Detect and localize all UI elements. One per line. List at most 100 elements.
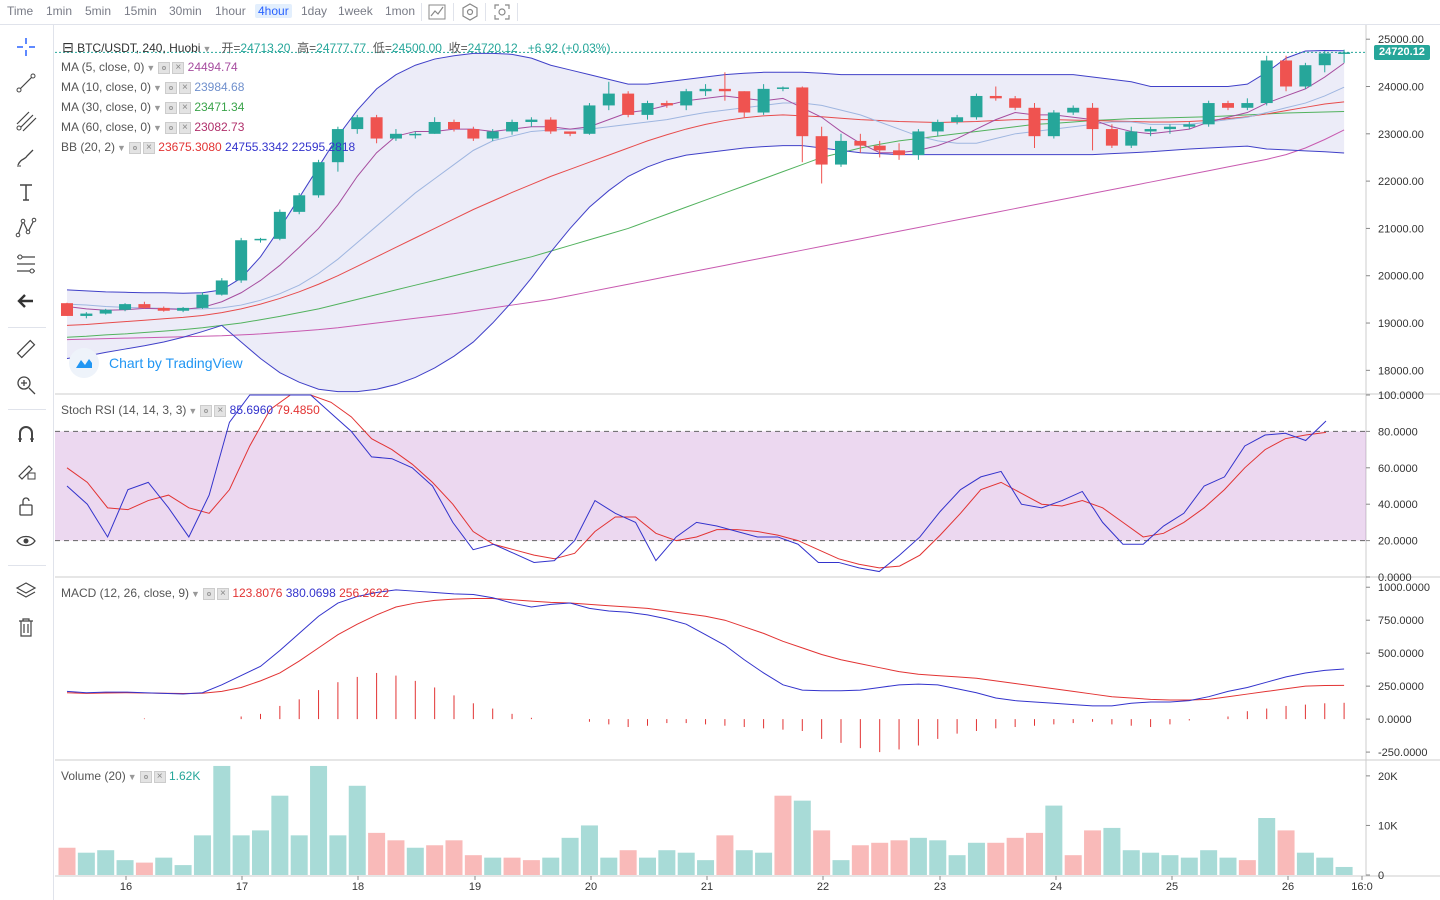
volume-bar	[135, 862, 153, 875]
volume-bar	[445, 840, 463, 875]
pattern-icon[interactable]	[12, 214, 40, 242]
chevron-down-icon[interactable]: ▼	[146, 63, 156, 73]
tf-1day[interactable]: 1day	[301, 4, 328, 18]
axis-tick-label: 60.0000	[1378, 463, 1418, 475]
axis-tick-label: 10K	[1378, 820, 1398, 832]
macd-line-value: 380.0698	[285, 586, 336, 600]
collapse-legend-icon[interactable]: ⊟	[62, 39, 74, 55]
chevron-down-icon[interactable]: ▼	[153, 103, 162, 113]
volume-bar	[58, 847, 76, 875]
text-tool-icon[interactable]	[12, 178, 40, 206]
tf-15min[interactable]: 15min	[124, 4, 157, 18]
close-icon[interactable]: ×	[178, 101, 191, 114]
eye-icon[interactable]	[12, 527, 40, 555]
candle-body	[351, 117, 364, 130]
macd-legend: MACD (12, 26, close, 9) ▼ × 123.8076 380.0…	[61, 586, 389, 601]
brush-icon[interactable]	[12, 143, 40, 171]
ma60-label[interactable]: MA (60, close, 0)	[61, 120, 152, 134]
screenshot-icon[interactable]	[493, 3, 511, 21]
indicators-icon[interactable]	[461, 3, 479, 21]
volume-label[interactable]: Volume (20)	[61, 769, 126, 783]
tf-1mon[interactable]: 1mon	[385, 4, 416, 18]
trend-line-icon[interactable]	[12, 69, 40, 97]
pitchfork-icon[interactable]	[12, 107, 40, 135]
settings-icon[interactable]	[139, 770, 152, 783]
chevron-down-icon[interactable]: ▼	[153, 123, 162, 133]
back-arrow-icon[interactable]	[12, 287, 40, 315]
settings-icon[interactable]	[164, 121, 177, 134]
ruler-icon[interactable]	[12, 335, 40, 363]
volume-bar	[639, 857, 656, 875]
tf-time[interactable]: Time	[7, 4, 34, 18]
ma30-label[interactable]: MA (30, close, 0)	[61, 100, 152, 114]
x-axis-tick-label: 26	[1282, 881, 1294, 893]
close-label: 收=	[448, 41, 468, 55]
candle-body	[1163, 126, 1176, 130]
bb-band-fill	[67, 50, 1345, 392]
top-toolbar: Time 1min 5min 15min 30min 1hour 4hour 1…	[0, 0, 1440, 25]
candle-body	[699, 88, 712, 92]
settings-icon[interactable]	[128, 141, 141, 154]
chevron-down-icon[interactable]: ▼	[191, 589, 200, 599]
tf-4hour[interactable]: 4hour	[255, 4, 292, 18]
close-icon[interactable]: ×	[178, 121, 191, 134]
settings-icon[interactable]	[164, 81, 177, 94]
close-icon[interactable]: ×	[214, 404, 227, 417]
layers-icon[interactable]	[12, 577, 40, 605]
crosshair-icon[interactable]	[12, 33, 40, 61]
x-axis-tick-label: 25	[1166, 881, 1178, 893]
close-icon[interactable]: ×	[153, 770, 166, 783]
lock-drawing-icon[interactable]	[12, 455, 40, 483]
close-icon[interactable]: ×	[172, 61, 185, 74]
candle-body	[583, 105, 596, 134]
macd-signal-value: 256.2622	[339, 586, 390, 600]
chevron-down-icon[interactable]: ▼	[188, 406, 198, 416]
open-value: 24713.20	[240, 41, 291, 55]
trash-icon[interactable]	[12, 613, 40, 641]
zoom-in-icon[interactable]	[12, 371, 40, 399]
ma5-legend: MA (5, close, 0) ▼ × 24494.74	[61, 60, 238, 75]
macd-hist-value: 123.8076	[232, 586, 283, 600]
candle-body	[1105, 129, 1118, 146]
close-icon[interactable]: ×	[142, 141, 155, 154]
tf-1min[interactable]: 1min	[46, 4, 73, 18]
ma5-label[interactable]: MA (5, close, 0)	[61, 60, 145, 74]
magnet-icon[interactable]	[12, 420, 40, 448]
chevron-down-icon[interactable]: ▼	[153, 83, 162, 93]
tradingview-watermark[interactable]: Chart by TradingView	[69, 348, 243, 378]
tf-30min[interactable]: 30min	[169, 4, 202, 18]
candle-body	[235, 240, 248, 281]
axis-tick-label: 500.0000	[1378, 648, 1424, 660]
stoch-label[interactable]: Stoch RSI (14, 14, 3, 3)	[61, 403, 187, 417]
volume-bar	[232, 835, 250, 875]
chevron-down-icon[interactable]: ▼	[127, 772, 137, 782]
volume-bar	[851, 845, 869, 875]
volume-bar	[522, 860, 540, 875]
ma10-label[interactable]: MA (10, close, 0)	[61, 80, 152, 94]
stoch-legend: Stoch RSI (14, 14, 3, 3) ▼ × 85.6960 79.48…	[61, 403, 320, 418]
ma10-line	[66, 86, 1345, 310]
symbol-title[interactable]: BTC/USDT, 240, Huobi	[77, 41, 201, 55]
settings-icon[interactable]	[200, 404, 213, 417]
close-icon[interactable]: ×	[178, 81, 191, 94]
axis-tick-label: 0	[1378, 870, 1384, 882]
chevron-down-icon[interactable]: ▼	[202, 44, 212, 54]
macd-line	[66, 589, 1345, 707]
ma30-legend: MA (30, close, 0) ▼ × 23471.34	[61, 100, 244, 115]
close-icon[interactable]: ×	[216, 587, 229, 600]
volume-bar	[793, 800, 811, 875]
unlock-icon[interactable]	[12, 492, 40, 520]
volume-bar	[290, 835, 308, 875]
chart-type-icon[interactable]	[428, 3, 446, 21]
macd-label[interactable]: MACD (12, 26, close, 9)	[61, 586, 190, 600]
tf-5min[interactable]: 5min	[85, 4, 112, 18]
chevron-down-icon[interactable]: ▼	[117, 143, 126, 153]
settings-icon[interactable]	[164, 101, 177, 114]
fib-retracement-icon[interactable]	[12, 250, 40, 278]
settings-icon[interactable]	[202, 587, 215, 600]
tf-1week[interactable]: 1week	[338, 4, 373, 18]
tf-1hour[interactable]: 1hour	[215, 4, 246, 18]
bb-label[interactable]: BB (20, 2)	[61, 140, 116, 154]
settings-icon[interactable]	[158, 61, 171, 74]
